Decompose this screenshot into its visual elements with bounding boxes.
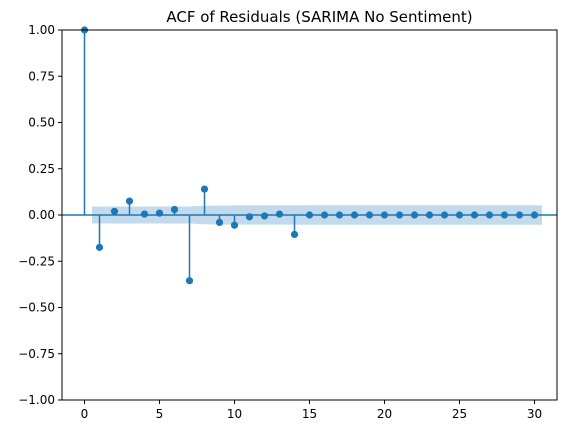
y-tick-label: −0.75 — [18, 347, 55, 361]
acf-marker — [485, 211, 494, 219]
acf-marker — [410, 211, 419, 219]
x-tick-label: 30 — [527, 407, 542, 421]
acf-marker — [110, 207, 119, 215]
acf-marker — [125, 197, 134, 205]
y-tick-label: 0.50 — [28, 116, 55, 130]
acf-marker — [200, 185, 209, 193]
acf-marker — [155, 209, 164, 217]
y-tick-label: −0.25 — [18, 254, 55, 268]
y-tick-label: −1.00 — [18, 393, 55, 407]
acf-marker — [470, 211, 479, 219]
x-tick-label: 0 — [81, 407, 89, 421]
y-tick-label: −0.50 — [18, 301, 55, 315]
acf-marker — [440, 211, 449, 219]
acf-marker — [500, 211, 509, 219]
x-tick-layer: 0 5 10 15 20 25 30 — [81, 400, 542, 421]
acf-marker — [215, 218, 224, 226]
y-tick-layer: −1.00 −0.75 −0.50 −0.25 0.00 0.25 0.50 0.75 1.00 — [18, 23, 62, 407]
acf-marker — [455, 211, 464, 219]
acf-marker — [260, 212, 269, 220]
marker-layer — [80, 26, 539, 285]
x-tick-label: 20 — [377, 407, 392, 421]
acf-marker — [335, 211, 344, 219]
acf-marker — [530, 211, 539, 219]
x-tick-label: 5 — [156, 407, 164, 421]
acf-marker — [140, 210, 149, 218]
acf-marker — [290, 230, 299, 239]
acf-marker — [320, 211, 329, 219]
acf-marker — [350, 211, 359, 219]
acf-marker — [305, 211, 314, 219]
acf-marker — [170, 205, 179, 214]
acf-marker — [95, 243, 104, 251]
x-tick-label: 10 — [227, 407, 242, 421]
acf-marker — [515, 211, 524, 219]
acf-marker — [365, 211, 374, 219]
acf-marker — [245, 213, 254, 221]
acf-marker — [380, 211, 389, 219]
y-tick-label: 0.00 — [28, 208, 55, 222]
y-tick-label: 1.00 — [28, 23, 55, 37]
acf-marker — [425, 211, 434, 219]
x-tick-label: 15 — [302, 407, 317, 421]
stem-layer — [83, 30, 296, 281]
x-tick-label: 25 — [452, 407, 467, 421]
acf-marker — [230, 221, 239, 229]
acf-marker — [185, 277, 194, 285]
acf-marker — [395, 211, 404, 219]
chart-title: ACF of Residuals (SARIMA No Sentiment) — [166, 8, 472, 26]
y-tick-label: 0.25 — [28, 162, 55, 176]
acf-marker — [275, 210, 284, 218]
y-tick-label: 0.75 — [28, 69, 55, 83]
